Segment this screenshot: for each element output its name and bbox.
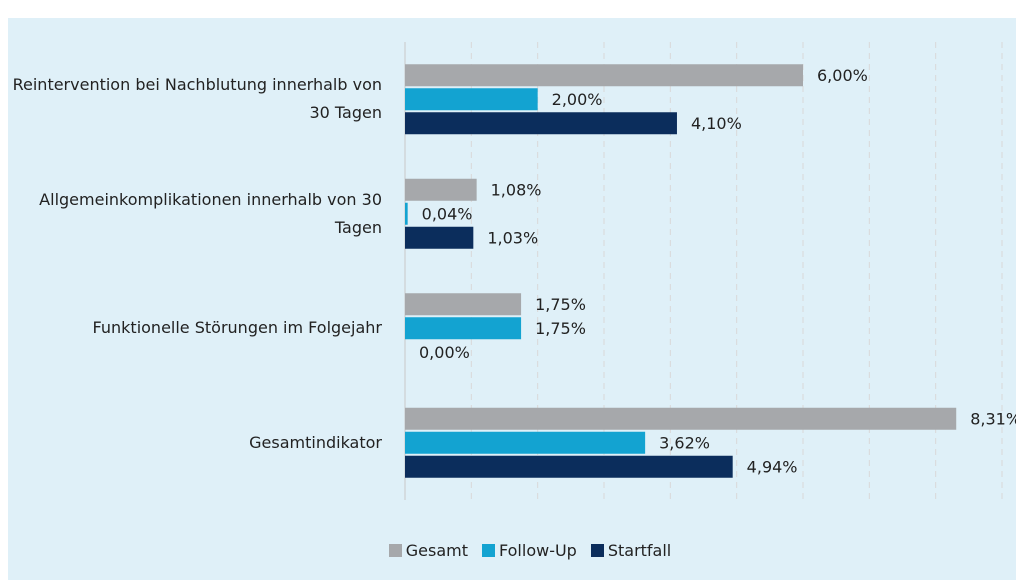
data-label: 2,00% — [552, 90, 603, 109]
legend-label: Follow-Up — [499, 541, 577, 560]
data-label: 1,08% — [491, 180, 542, 199]
data-label: 1,75% — [535, 295, 586, 314]
bar — [405, 202, 408, 225]
bar — [405, 88, 538, 111]
legend-label: Startfall — [607, 541, 672, 560]
bar — [405, 431, 646, 454]
data-label: 6,00% — [817, 66, 868, 85]
data-label: 1,75% — [535, 319, 586, 338]
data-label: 1,03% — [487, 228, 538, 247]
bar — [405, 293, 522, 316]
data-label: 4,94% — [747, 457, 798, 476]
category-label: Allgemeinkomplikationen innerhalb von 30… — [39, 189, 382, 237]
data-label: 0,04% — [422, 204, 473, 223]
bar — [405, 455, 733, 478]
bar — [405, 64, 803, 87]
legend-label: Gesamt — [405, 541, 468, 560]
category-label: Gesamtindikator — [249, 432, 382, 452]
bar — [405, 178, 477, 201]
data-label: 3,62% — [659, 433, 710, 452]
bar — [405, 407, 957, 430]
legend: Gesamt Follow-Up Startfall — [60, 541, 1000, 560]
category-label: Funktionelle Störungen im Folgejahr — [92, 318, 382, 338]
data-label: 4,10% — [691, 114, 742, 133]
legend-swatch — [388, 544, 402, 557]
bar — [405, 112, 677, 135]
category-label: Reintervention bei Nachblutung innerhalb… — [12, 75, 382, 123]
data-label: 0,00% — [419, 343, 470, 362]
legend-swatch — [590, 544, 604, 557]
data-label: 8,31% — [970, 409, 1016, 428]
bar — [405, 226, 474, 249]
legend-item: Follow-Up — [482, 541, 577, 560]
bar — [405, 317, 522, 340]
legend-item: Startfall — [590, 541, 672, 560]
legend-swatch — [482, 544, 495, 557]
legend-item: Gesamt — [388, 541, 468, 560]
